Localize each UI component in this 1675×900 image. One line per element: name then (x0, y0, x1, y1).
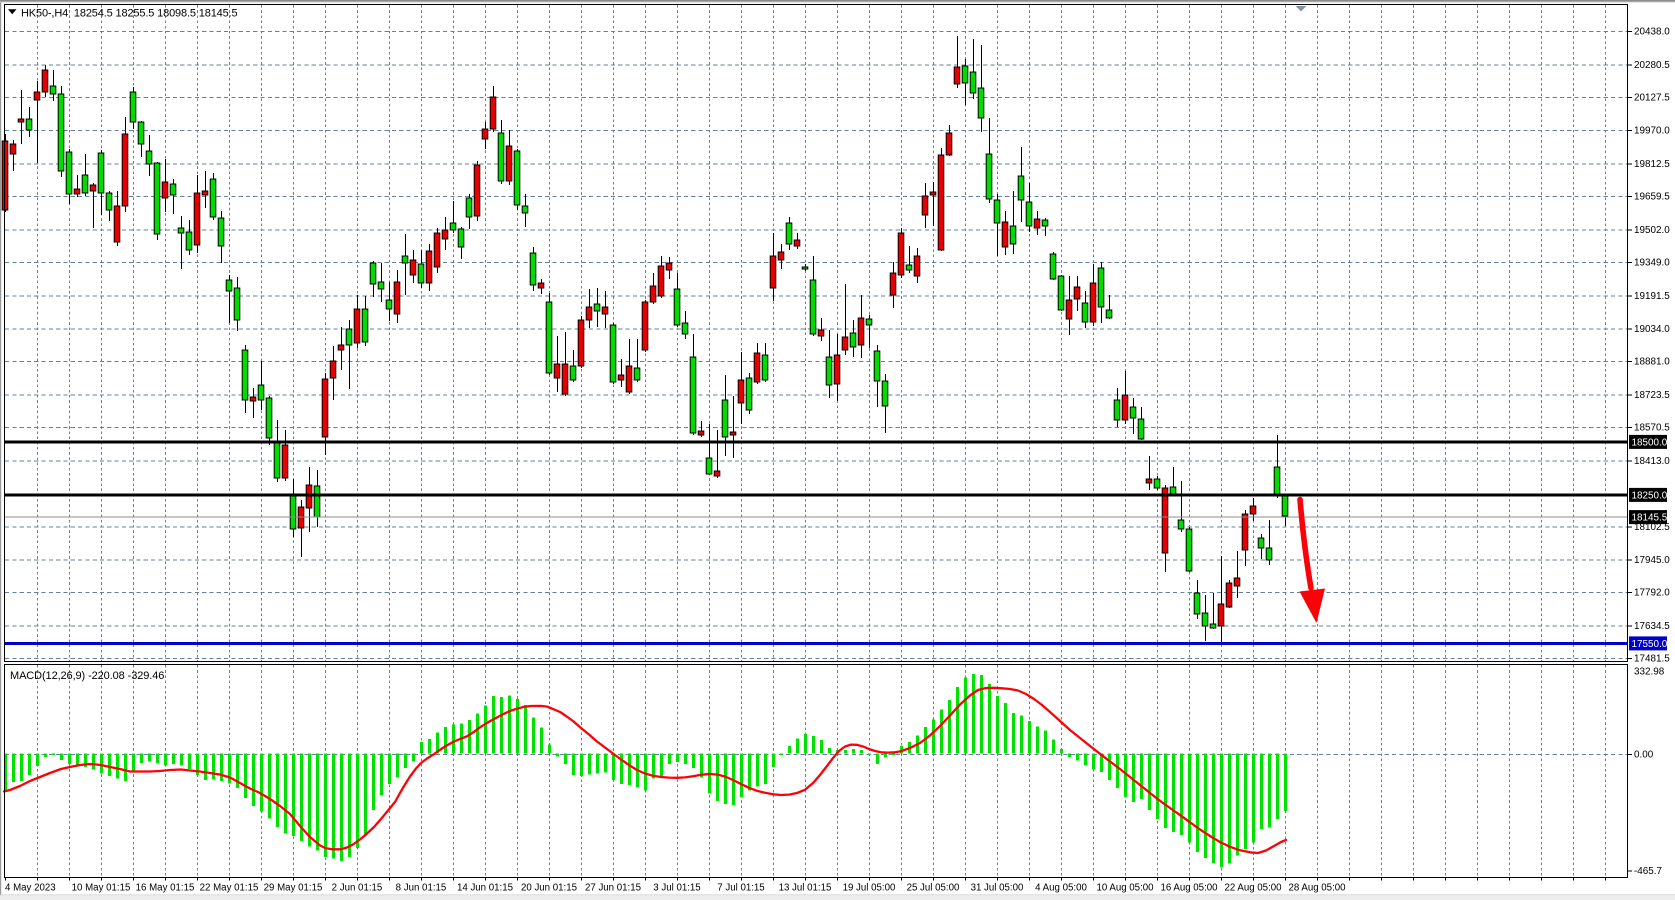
svg-text:HK50-,H4 18254.5 18255.5 1809: HK50-,H4 18254.5 18255.5 18098.5 18145.5 (21, 8, 238, 20)
svg-text:19 Jul 05:00: 19 Jul 05:00 (843, 883, 896, 894)
svg-text:16 Aug 05:00: 16 Aug 05:00 (1160, 883, 1218, 894)
svg-text:14 Jun 01:15: 14 Jun 01:15 (457, 883, 513, 894)
svg-text:29 May 01:15: 29 May 01:15 (264, 883, 323, 894)
svg-text:0.00: 0.00 (1634, 749, 1654, 760)
svg-text:17945.0: 17945.0 (1634, 555, 1670, 566)
svg-text:16 May 01:15: 16 May 01:15 (136, 883, 195, 894)
svg-text:18413.0: 18413.0 (1634, 456, 1670, 467)
svg-text:18570.5: 18570.5 (1634, 423, 1670, 434)
svg-text:332.98: 332.98 (1634, 666, 1665, 677)
svg-text:25 Jul 05:00: 25 Jul 05:00 (907, 883, 960, 894)
svg-text:18145.5: 18145.5 (1632, 513, 1668, 524)
svg-text:31 Jul 05:00: 31 Jul 05:00 (971, 883, 1024, 894)
svg-text:22 Aug 05:00: 22 Aug 05:00 (1224, 883, 1282, 894)
svg-text:3 Jul 01:15: 3 Jul 01:15 (653, 883, 700, 894)
svg-text:18500.0: 18500.0 (1632, 437, 1668, 448)
svg-text:19812.5: 19812.5 (1634, 159, 1670, 170)
svg-text:19034.0: 19034.0 (1634, 324, 1670, 335)
svg-text:19502.0: 19502.0 (1634, 225, 1670, 236)
svg-text:18250.0: 18250.0 (1632, 490, 1668, 501)
svg-text:20438.0: 20438.0 (1634, 27, 1670, 38)
svg-text:17634.5: 17634.5 (1634, 621, 1670, 632)
svg-text:20 Jun 01:15: 20 Jun 01:15 (521, 883, 577, 894)
svg-text:18723.5: 18723.5 (1634, 390, 1670, 401)
svg-text:19659.5: 19659.5 (1634, 192, 1670, 203)
svg-text:27 Jun 01:15: 27 Jun 01:15 (585, 883, 641, 894)
svg-text:17550.0: 17550.0 (1632, 639, 1668, 650)
svg-text:17481.5: 17481.5 (1634, 653, 1670, 664)
svg-text:10 Aug 05:00: 10 Aug 05:00 (1096, 883, 1154, 894)
svg-text:19191.5: 19191.5 (1634, 291, 1670, 302)
svg-text:-465.7: -465.7 (1634, 866, 1662, 877)
svg-text:MACD(12,26,9) -220.08 -329.46: MACD(12,26,9) -220.08 -329.46 (10, 670, 164, 682)
svg-text:17792.0: 17792.0 (1634, 588, 1670, 599)
svg-text:10 May 01:15: 10 May 01:15 (72, 883, 131, 894)
svg-text:7 Jul 01:15: 7 Jul 01:15 (717, 883, 764, 894)
svg-text:13 Jul 01:15: 13 Jul 01:15 (779, 883, 832, 894)
svg-text:18881.0: 18881.0 (1634, 357, 1670, 368)
svg-text:4 Aug 05:00: 4 Aug 05:00 (1035, 883, 1087, 894)
svg-text:4 May 2023: 4 May 2023 (5, 883, 56, 894)
svg-text:28 Aug 05:00: 28 Aug 05:00 (1288, 883, 1346, 894)
svg-text:19970.0: 19970.0 (1634, 126, 1670, 137)
svg-text:20280.5: 20280.5 (1634, 60, 1670, 71)
svg-text:19349.0: 19349.0 (1634, 257, 1670, 268)
svg-text:22 May 01:15: 22 May 01:15 (200, 883, 259, 894)
svg-text:18102.5: 18102.5 (1634, 522, 1670, 533)
svg-text:8 Jun 01:15: 8 Jun 01:15 (396, 883, 447, 894)
svg-text:20127.5: 20127.5 (1634, 92, 1670, 103)
svg-text:2 Jun 01:15: 2 Jun 01:15 (332, 883, 383, 894)
